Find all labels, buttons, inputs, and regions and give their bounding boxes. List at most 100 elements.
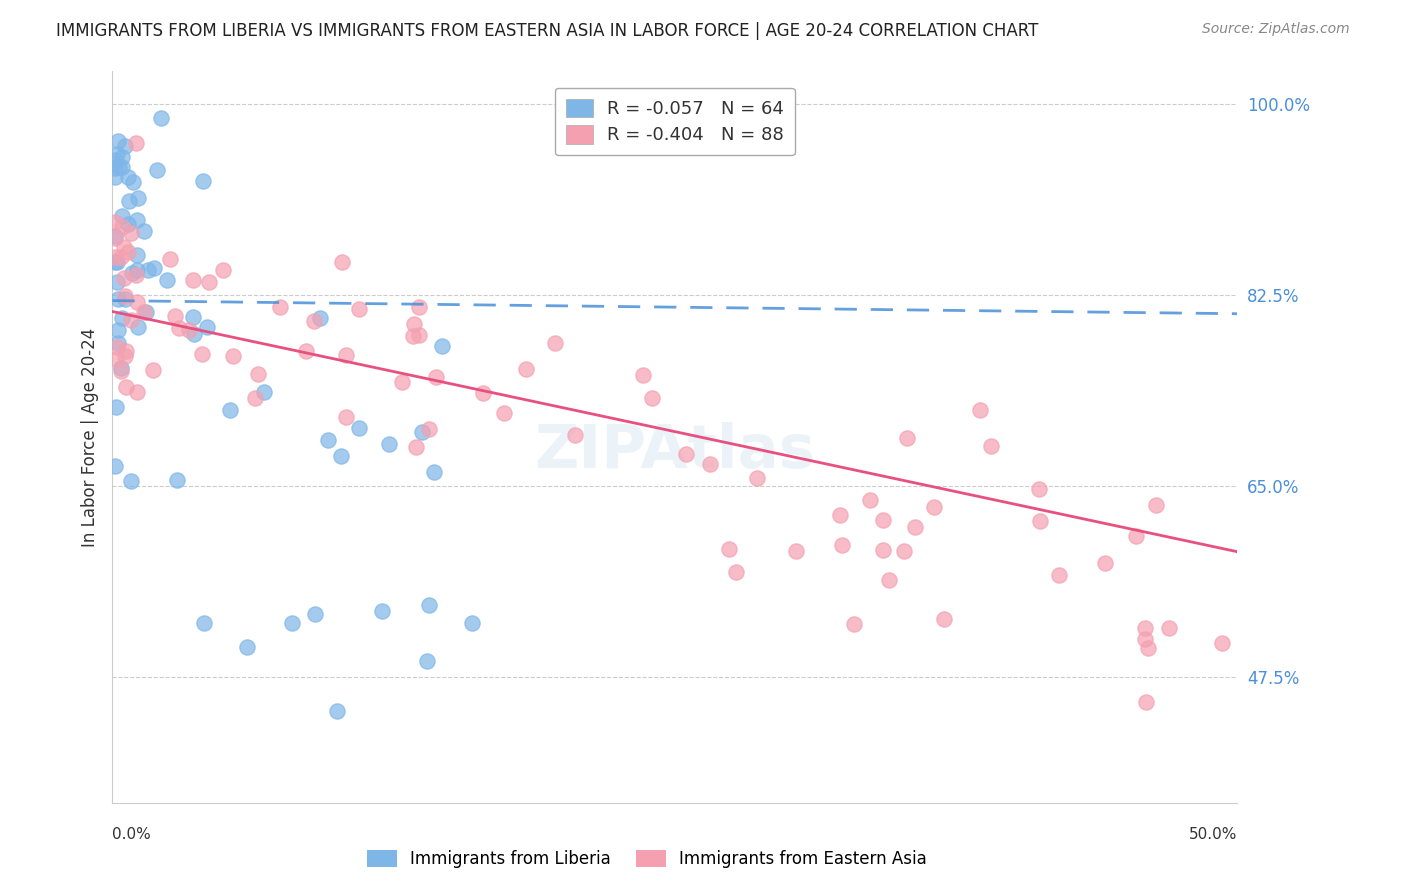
- Point: [347, 421, 370, 435]
- Point: [675, 447, 697, 461]
- Point: [183, 326, 205, 341]
- Point: [146, 162, 169, 177]
- Point: [149, 111, 172, 125]
- Point: [896, 431, 918, 445]
- Point: [932, 612, 955, 626]
- Point: [125, 136, 148, 151]
- Point: [198, 275, 221, 289]
- Point: [121, 266, 143, 280]
- Legend: Immigrants from Liberia, Immigrants from Eastern Asia: Immigrants from Liberia, Immigrants from…: [360, 843, 934, 875]
- Point: [904, 519, 927, 533]
- Point: [127, 191, 149, 205]
- Point: [302, 314, 325, 328]
- Point: [418, 599, 440, 613]
- Point: [404, 318, 426, 332]
- Point: [212, 263, 235, 277]
- Point: [142, 363, 165, 377]
- Point: [105, 255, 128, 269]
- Point: [295, 344, 318, 359]
- Point: [112, 240, 135, 254]
- Point: [422, 465, 444, 479]
- Point: [110, 250, 132, 264]
- Point: [134, 305, 156, 319]
- Point: [111, 220, 134, 235]
- Point: [112, 271, 135, 285]
- Point: [859, 492, 882, 507]
- Point: [104, 169, 127, 184]
- Point: [114, 349, 136, 363]
- Point: [316, 433, 339, 447]
- Point: [107, 134, 129, 148]
- Point: [105, 147, 128, 161]
- Point: [104, 229, 127, 244]
- Text: 50.0%: 50.0%: [1189, 827, 1237, 841]
- Point: [408, 300, 430, 314]
- Point: [120, 227, 142, 241]
- Point: [105, 275, 128, 289]
- Point: [281, 616, 304, 631]
- Point: [253, 384, 276, 399]
- Point: [893, 544, 915, 558]
- Point: [114, 139, 136, 153]
- Point: [104, 459, 127, 474]
- Point: [218, 403, 240, 417]
- Point: [247, 367, 270, 381]
- Point: [111, 161, 134, 175]
- Point: [347, 301, 370, 316]
- Point: [127, 320, 149, 334]
- Point: [631, 368, 654, 382]
- Point: [1133, 632, 1156, 646]
- Point: [120, 313, 142, 327]
- Point: [190, 347, 212, 361]
- Point: [114, 380, 136, 394]
- Point: [110, 361, 132, 376]
- Point: [872, 513, 894, 527]
- Point: [1157, 621, 1180, 635]
- Point: [969, 402, 991, 417]
- Point: [159, 252, 181, 266]
- Point: [222, 349, 245, 363]
- Point: [181, 272, 204, 286]
- Point: [107, 323, 129, 337]
- Point: [378, 436, 401, 450]
- Point: [831, 538, 853, 552]
- Point: [416, 654, 439, 668]
- Point: [104, 231, 127, 245]
- Point: [1028, 482, 1050, 496]
- Point: [724, 566, 747, 580]
- Point: [104, 161, 127, 175]
- Point: [118, 194, 141, 209]
- Point: [135, 305, 157, 319]
- Point: [104, 250, 127, 264]
- Point: [105, 352, 128, 367]
- Point: [243, 391, 266, 405]
- Point: [1133, 621, 1156, 635]
- Point: [408, 328, 430, 343]
- Point: [117, 245, 139, 260]
- Point: [335, 348, 357, 362]
- Point: [181, 310, 204, 324]
- Point: [104, 215, 127, 229]
- Point: [111, 150, 134, 164]
- Point: [127, 212, 149, 227]
- Point: [309, 310, 332, 325]
- Point: [117, 170, 139, 185]
- Point: [515, 361, 537, 376]
- Point: [391, 375, 413, 389]
- Point: [104, 400, 127, 414]
- Point: [110, 364, 132, 378]
- Y-axis label: In Labor Force | Age 20-24: In Labor Force | Age 20-24: [80, 327, 98, 547]
- Point: [330, 450, 353, 464]
- Point: [371, 604, 394, 618]
- Point: [1094, 556, 1116, 570]
- Point: [114, 293, 136, 307]
- Point: [177, 323, 200, 337]
- Point: [492, 406, 515, 420]
- Point: [304, 607, 326, 621]
- Point: [143, 261, 166, 276]
- Point: [269, 300, 291, 314]
- Point: [1211, 636, 1233, 650]
- Point: [699, 457, 721, 471]
- Point: [111, 209, 134, 223]
- Point: [1049, 568, 1071, 582]
